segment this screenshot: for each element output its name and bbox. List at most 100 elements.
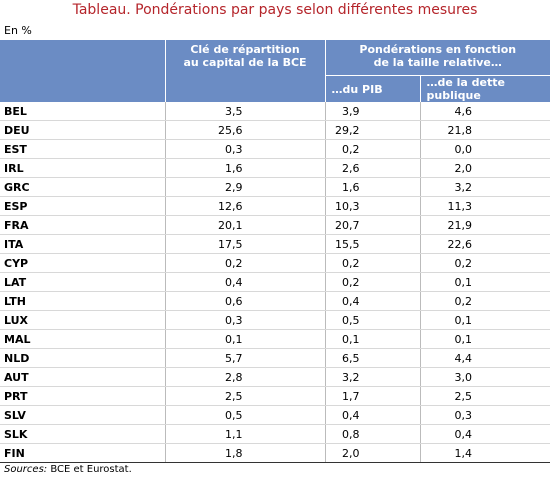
- source-label: Sources:: [4, 464, 48, 475]
- country: FIN: [0, 443, 165, 463]
- value: 2,6: [324, 158, 420, 178]
- table-row: ESP 12,6 10,3 11,3: [0, 196, 550, 216]
- value: 2,8: [164, 367, 325, 387]
- country: PRT: [0, 386, 165, 406]
- table-row: FRA 20,1 20,7 21,9: [0, 215, 550, 235]
- value: 0,5: [164, 405, 325, 425]
- country: NLD: [0, 348, 165, 368]
- table-row: SLV 0,5 0,4 0,3: [0, 405, 550, 425]
- value: 17,5: [164, 234, 325, 254]
- table-row: SLK 1,1 0,8 0,4: [0, 424, 550, 444]
- country: LTH: [0, 291, 165, 311]
- value: 4,6: [419, 102, 550, 121]
- table-row: FIN 1,8 2,0 1,4: [0, 443, 550, 463]
- value: 1,7: [324, 386, 420, 406]
- header-cell: Clé de répartition au capital de la BCE: [164, 40, 325, 102]
- value: 0,2: [324, 139, 420, 159]
- value: 21,9: [419, 215, 550, 235]
- value: 3,0: [419, 367, 550, 387]
- value: 6,5: [324, 348, 420, 368]
- value: 2,0: [419, 158, 550, 178]
- country: EST: [0, 139, 165, 159]
- value: 0,2: [419, 291, 550, 311]
- value: 0,1: [419, 272, 550, 292]
- value: 29,2: [324, 120, 420, 140]
- table-row: MAL 0,1 0,1 0,1: [0, 329, 550, 349]
- table-row: NLD 5,7 6,5 4,4: [0, 348, 550, 368]
- value: 0,1: [164, 329, 325, 349]
- value: 1,1: [164, 424, 325, 444]
- table-row: LUX 0,3 0,5 0,1: [0, 310, 550, 330]
- value: 0,1: [419, 310, 550, 330]
- value: 25,6: [164, 120, 325, 140]
- country: AUT: [0, 367, 165, 387]
- value: 3,5: [164, 102, 325, 121]
- table-row: BEL 3,5 3,9 4,6: [0, 102, 550, 121]
- header-line: au capital de la BCE: [183, 56, 307, 69]
- table-row: LAT 0,4 0,2 0,1: [0, 272, 550, 292]
- table-row: LTH 0,6 0,4 0,2: [0, 291, 550, 311]
- country: SLV: [0, 405, 165, 425]
- value: 5,7: [164, 348, 325, 368]
- country: FRA: [0, 215, 165, 235]
- table-row: IRL 1,6 2,6 2,0: [0, 158, 550, 178]
- value: 0,4: [324, 405, 420, 425]
- value: 10,3: [324, 196, 420, 216]
- value: 0,3: [419, 405, 550, 425]
- value: 3,2: [419, 177, 550, 197]
- value: 12,6: [164, 196, 325, 216]
- value: 1,8: [164, 443, 325, 463]
- country: ESP: [0, 196, 165, 216]
- value: 1,6: [164, 158, 325, 178]
- value: 2,5: [164, 386, 325, 406]
- table-body: BEL 3,5 3,9 4,6 DEU 25,6 29,2 21,8 EST 0,3 0,2 0,0 I…: [0, 102, 550, 463]
- country: DEU: [0, 120, 165, 140]
- value: 3,2: [324, 367, 420, 387]
- value: 20,1: [164, 215, 325, 235]
- value: 4,4: [419, 348, 550, 368]
- source: Sources: BCE et Eurostat.: [4, 464, 132, 475]
- value: 0,4: [419, 424, 550, 444]
- country: MAL: [0, 329, 165, 349]
- header-group: Pondérations en fonction de la taille rel…: [324, 40, 550, 76]
- value: 0,2: [164, 253, 325, 273]
- table-row: PRT 2,5 1,7 2,5: [0, 386, 550, 406]
- value: 0,3: [164, 139, 325, 159]
- country: ITA: [0, 234, 165, 254]
- value: 0,2: [324, 253, 420, 273]
- header-line: Pondérations en fonction: [359, 43, 517, 56]
- value: 15,5: [324, 234, 420, 254]
- value: 1,6: [324, 177, 420, 197]
- value: 0,3: [164, 310, 325, 330]
- value: 0,2: [324, 272, 420, 292]
- country: LAT: [0, 272, 165, 292]
- table-row: CYP 0,2 0,2 0,2: [0, 253, 550, 273]
- value: 0,4: [164, 272, 325, 292]
- header-cell: …de la dette publique: [419, 75, 550, 102]
- value: 0,2: [419, 253, 550, 273]
- value: 2,5: [419, 386, 550, 406]
- header-line: de la taille relative…: [373, 56, 502, 69]
- value: 2,9: [164, 177, 325, 197]
- value: 20,7: [324, 215, 420, 235]
- country: LUX: [0, 310, 165, 330]
- country: GRC: [0, 177, 165, 197]
- country: IRL: [0, 158, 165, 178]
- table-row: DEU 25,6 29,2 21,8: [0, 120, 550, 140]
- value: 0,8: [324, 424, 420, 444]
- header-line: Clé de répartition: [190, 43, 300, 56]
- unit: En %: [4, 24, 32, 37]
- header-cell: …du PIB: [324, 75, 420, 102]
- source-text: BCE et Eurostat.: [50, 464, 132, 475]
- value: 0,4: [324, 291, 420, 311]
- value: 0,5: [324, 310, 420, 330]
- value: 2,0: [324, 443, 420, 463]
- country: CYP: [0, 253, 165, 273]
- country: SLK: [0, 424, 165, 444]
- value: 3,9: [324, 102, 420, 121]
- country: BEL: [0, 102, 165, 121]
- value: 0,1: [419, 329, 550, 349]
- title: Tableau. Pondérations par pays selon dif…: [72, 2, 478, 18]
- table-row: EST 0,3 0,2 0,0: [0, 139, 550, 159]
